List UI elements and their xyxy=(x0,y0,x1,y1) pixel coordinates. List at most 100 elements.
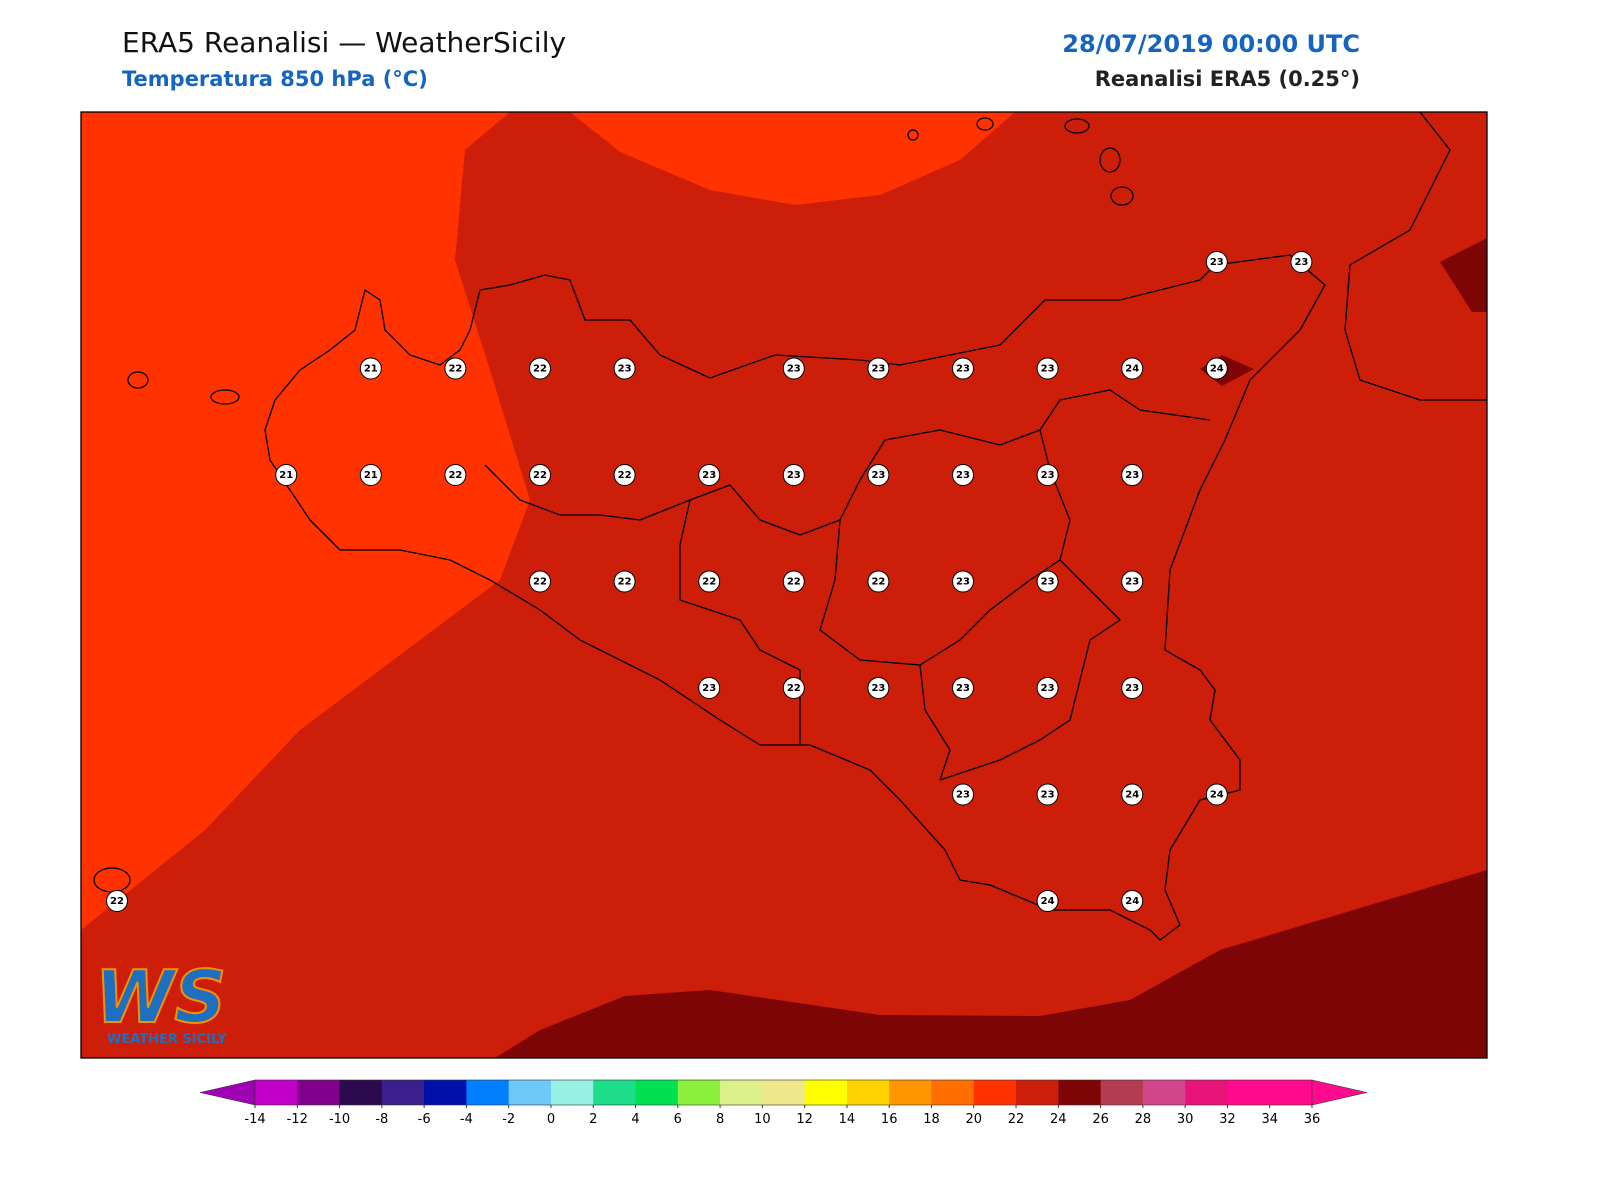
grid-value: 23 xyxy=(1041,364,1055,375)
grid-point: 23 xyxy=(1121,570,1144,593)
grid-point: 21 xyxy=(359,464,382,486)
grid-point-marker xyxy=(782,357,805,380)
colorbar-tick-label: 12 xyxy=(796,1112,813,1127)
grid-point-marker xyxy=(867,464,890,486)
grid-value: 24 xyxy=(1210,790,1224,801)
grid-point-marker xyxy=(867,677,890,699)
colorbar-tick-label: -8 xyxy=(375,1112,388,1127)
grid-value: 23 xyxy=(1210,257,1224,268)
grid-value: 23 xyxy=(787,364,801,375)
grid-value: 23 xyxy=(956,364,970,375)
grid-point: 23 xyxy=(952,677,974,699)
colorbar-tick-label: -6 xyxy=(418,1112,431,1127)
colorbar-bin xyxy=(297,1080,341,1105)
colorbar: -14 -12 -10 -8 -6 -4 -2 0 2 4 6 8 10 12 14 16 18 20 22 24 26… xyxy=(199,1079,1368,1127)
grid-point: 23 xyxy=(952,570,974,593)
grid-value: 22 xyxy=(702,577,716,588)
grid-value: 23 xyxy=(956,577,970,588)
grid-values: 23 23 21 22 22 23 23 23 23 23 24 24 21 21 22 22 22 23 23 23… xyxy=(106,251,1313,912)
region-boundaries xyxy=(484,389,1211,781)
colorbar-bin xyxy=(720,1080,763,1105)
title: ERA5 Reanalisi — WeatherSicily xyxy=(122,26,566,59)
grid-point: 22 xyxy=(613,570,636,593)
grid-point: 22 xyxy=(867,570,890,593)
colorbar-bin xyxy=(1269,1080,1313,1105)
colorbar-tick-label: 18 xyxy=(923,1112,940,1127)
colorbar-tick-label: 16 xyxy=(881,1112,898,1127)
grid-point-marker xyxy=(1121,570,1144,593)
grid-point: 22 xyxy=(106,890,128,912)
grid-value: 22 xyxy=(533,470,547,481)
grid-point: 22 xyxy=(529,357,551,380)
grid-point-marker xyxy=(1205,251,1228,273)
colorbar-bin xyxy=(1016,1080,1059,1105)
grid-value: 23 xyxy=(956,683,970,694)
map: 23 23 21 22 22 23 23 23 23 23 24 24 21 21 22 22 22 23 23 23… xyxy=(80,111,1488,1059)
grid-point-marker xyxy=(613,570,636,593)
grid-point: 23 xyxy=(1036,570,1059,593)
grid-point-marker xyxy=(952,357,974,380)
grid-point: 23 xyxy=(867,464,890,486)
field-24-26 xyxy=(1440,238,1487,312)
grid-point-marker xyxy=(613,464,636,486)
grid-point-marker xyxy=(359,357,382,380)
colorbar-bin xyxy=(255,1080,298,1105)
colorbar-tick-label: 26 xyxy=(1092,1112,1109,1127)
grid-point: 23 xyxy=(613,357,636,380)
grid-point-marker xyxy=(613,357,636,380)
colorbar-bin xyxy=(1227,1080,1271,1105)
grid-point: 21 xyxy=(275,464,298,486)
colorbar-extend-high xyxy=(1311,1079,1368,1106)
grid-point: 23 xyxy=(698,677,721,699)
grid-value: 22 xyxy=(871,577,885,588)
grid-value: 24 xyxy=(1041,896,1055,907)
grid-point-marker xyxy=(1036,677,1059,699)
grid-point-marker xyxy=(1036,783,1059,806)
grid-point: 23 xyxy=(782,464,805,486)
grid-value: 23 xyxy=(1125,683,1139,694)
colorbar-tick-label: 14 xyxy=(839,1112,856,1127)
colorbar-bin xyxy=(424,1080,467,1105)
grid-point-marker xyxy=(1121,464,1144,486)
colorbar-bin xyxy=(1142,1080,1186,1105)
grid-point-marker xyxy=(529,570,551,593)
grid-point: 23 xyxy=(952,783,974,806)
grid-point: 24 xyxy=(1121,783,1144,806)
grid-point-marker xyxy=(952,677,974,699)
grid-value: 23 xyxy=(1041,577,1055,588)
colorbar-bin xyxy=(931,1080,975,1105)
grid-point: 24 xyxy=(1121,357,1144,380)
grid-point-marker xyxy=(1290,251,1313,273)
grid-point-marker xyxy=(1121,783,1144,806)
grid-point: 23 xyxy=(1036,783,1059,806)
grid-value: 22 xyxy=(533,364,547,375)
colorbar-bin xyxy=(339,1080,383,1105)
grid-point-marker xyxy=(1121,677,1144,699)
grid-point: 21 xyxy=(359,357,382,380)
grid-point-marker xyxy=(444,357,467,380)
grid-value: 24 xyxy=(1210,364,1224,375)
colorbar-bin xyxy=(508,1080,552,1105)
grid-value: 24 xyxy=(1125,790,1139,801)
grid-value: 24 xyxy=(1125,364,1139,375)
grid-point-marker xyxy=(782,677,805,699)
grid-point-marker xyxy=(529,464,551,486)
grid-point: 23 xyxy=(1036,357,1059,380)
grid-point-marker xyxy=(698,570,721,593)
colorbar-bin xyxy=(677,1080,721,1105)
grid-point-marker xyxy=(359,464,382,486)
grid-point-marker xyxy=(1036,464,1059,486)
grid-point-marker xyxy=(952,570,974,593)
colorbar-tick-label: 24 xyxy=(1050,1112,1067,1127)
grid-value: 21 xyxy=(279,470,293,481)
grid-value: 23 xyxy=(1041,790,1055,801)
colorbar-tick-label: 28 xyxy=(1135,1112,1152,1127)
grid-value: 22 xyxy=(787,683,801,694)
grid-value: 22 xyxy=(787,577,801,588)
colorbar-tick-label: 6 xyxy=(674,1112,682,1127)
grid-value: 22 xyxy=(618,577,632,588)
grid-point-marker xyxy=(782,570,805,593)
grid-value: 22 xyxy=(533,577,547,588)
grid-point-marker xyxy=(1205,783,1228,806)
grid-point: 23 xyxy=(1205,251,1228,273)
